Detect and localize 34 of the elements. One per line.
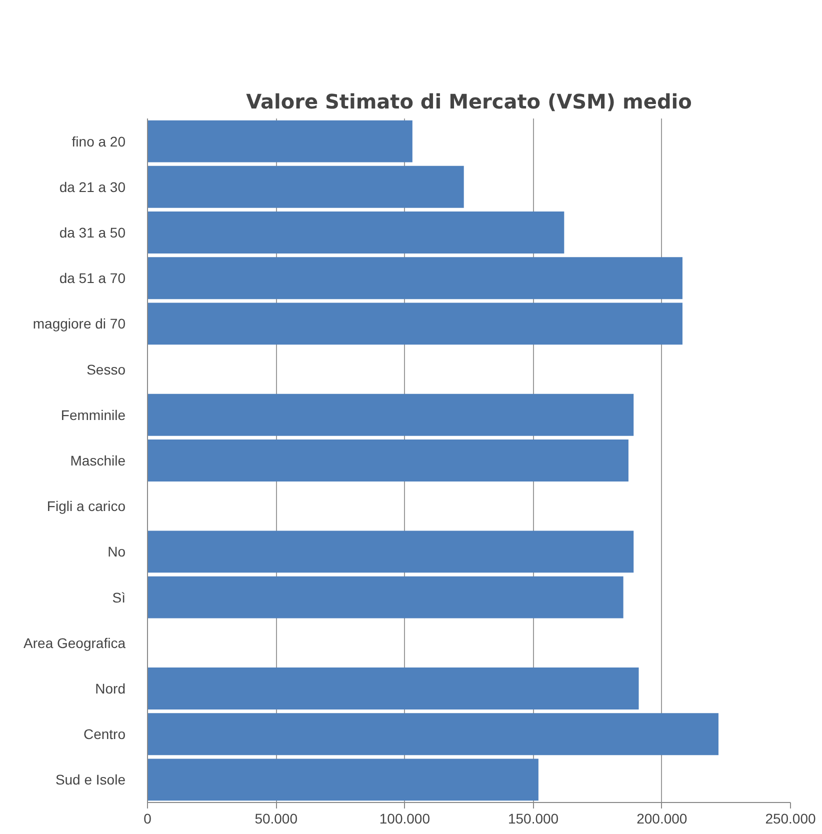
y-tick-label: Sesso bbox=[86, 361, 126, 378]
x-tick-label: 100.000 bbox=[379, 810, 430, 826]
bar bbox=[148, 394, 634, 436]
y-tick-label: da 21 a 30 bbox=[59, 178, 126, 195]
y-tick-label: Area Geografica bbox=[24, 634, 126, 651]
y-tick-label: Nord bbox=[95, 680, 126, 696]
bar bbox=[148, 302, 682, 345]
bar bbox=[148, 713, 718, 756]
bar bbox=[148, 576, 624, 618]
bar bbox=[148, 257, 682, 300]
y-tick-label: fino a 20 bbox=[72, 133, 126, 150]
x-tick-label: 250.000 bbox=[765, 810, 816, 826]
x-tick-label: 50.000 bbox=[254, 810, 298, 826]
y-tick-label: da 51 a 70 bbox=[59, 270, 126, 286]
y-tick-label: Maschile bbox=[70, 452, 126, 468]
bar bbox=[148, 212, 564, 254]
y-tick-label: Sud e Isole bbox=[55, 772, 126, 788]
bar bbox=[148, 120, 412, 162]
chart-title: Valore Stimato di Mercato (VSM) medio bbox=[246, 90, 692, 114]
y-tick-label: maggiore di 70 bbox=[32, 316, 126, 332]
y-tick-label: Figli a carico bbox=[46, 498, 126, 514]
y-tick-label: Sì bbox=[112, 589, 126, 606]
x-tick-label: 0 bbox=[144, 810, 152, 826]
y-tick-label: Centro bbox=[83, 726, 126, 742]
y-tick-label: No bbox=[108, 544, 126, 560]
bar bbox=[148, 166, 464, 208]
y-tick-label: Femminile bbox=[60, 406, 126, 423]
x-tick-label: 150.000 bbox=[508, 810, 559, 826]
y-tick-label: da 31 a 50 bbox=[59, 224, 126, 240]
x-tick-label: 200.000 bbox=[636, 810, 688, 826]
bar bbox=[148, 758, 538, 801]
bar bbox=[148, 530, 634, 573]
bar bbox=[148, 440, 628, 482]
bar bbox=[148, 668, 639, 710]
